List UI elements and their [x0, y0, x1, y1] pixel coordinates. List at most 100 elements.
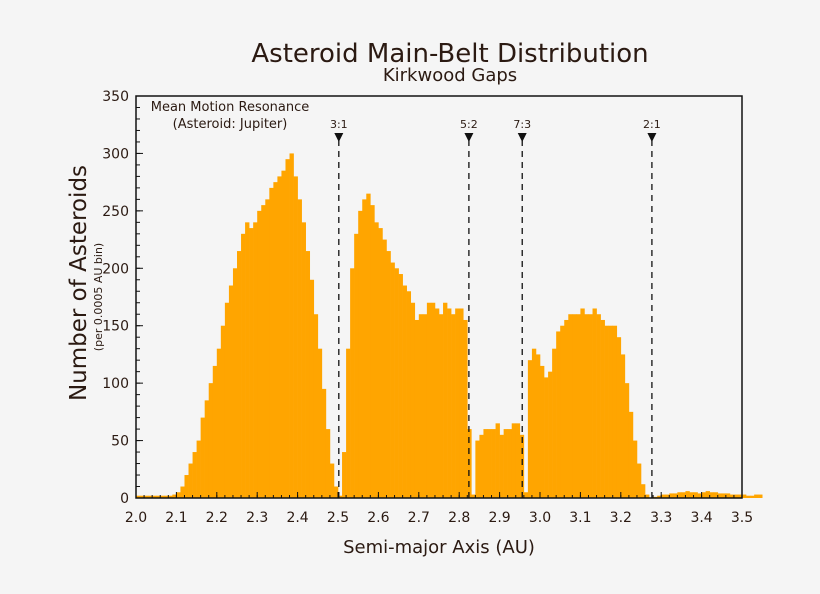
histogram-bar — [382, 239, 387, 499]
histogram-bar — [689, 492, 694, 498]
resonance-marker: 7:3 — [513, 118, 531, 498]
histogram-bar — [673, 493, 678, 498]
histogram-bar — [208, 383, 214, 498]
resonance-label: 5:2 — [460, 118, 478, 131]
histogram-bar — [608, 325, 614, 498]
histogram-bar — [620, 354, 626, 498]
histogram-bar — [544, 377, 549, 498]
histogram-bar — [301, 222, 306, 499]
histogram-bars — [136, 153, 763, 499]
histogram-bar — [398, 274, 403, 498]
histogram-bar — [305, 251, 311, 498]
histogram-bar — [414, 319, 420, 498]
histogram-bar — [390, 262, 395, 498]
triangle-down-icon — [464, 133, 474, 142]
histogram-bar — [241, 233, 246, 499]
histogram-bar — [160, 495, 165, 498]
histogram-bar — [552, 348, 557, 498]
histogram-bar — [180, 486, 185, 498]
histogram-bar — [475, 440, 480, 498]
histogram-bar — [669, 493, 674, 498]
histogram-bar — [709, 492, 715, 498]
histogram-bar — [309, 279, 315, 498]
histogram-bar — [265, 199, 270, 498]
histogram-bar — [321, 388, 327, 498]
histogram-bar — [560, 325, 565, 498]
x-tick-label: 2.4 — [286, 510, 308, 526]
histogram-bar — [342, 452, 347, 498]
x-tick-label: 2.6 — [367, 510, 389, 526]
histogram-bar — [685, 491, 690, 498]
resonance-marker: 2:1 — [643, 118, 661, 498]
histogram-bar — [556, 331, 561, 498]
x-tick-label: 3.0 — [529, 510, 551, 526]
histogram-bar — [681, 492, 686, 498]
y-axis-sublabel: (per 0.0005 AU bin) — [92, 243, 105, 351]
histogram-bar — [406, 291, 412, 498]
histogram-bar — [192, 452, 197, 498]
y-tick-label: 250 — [102, 204, 129, 220]
y-tick-label: 50 — [111, 434, 129, 450]
histogram-bar — [568, 314, 573, 498]
histogram-bar — [289, 153, 294, 498]
histogram-bar — [580, 308, 585, 498]
histogram-bar — [245, 222, 250, 499]
histogram-bar — [228, 285, 234, 498]
histogram-bar — [386, 251, 391, 498]
histogram-bar — [463, 319, 468, 498]
histogram-bar — [535, 354, 541, 498]
histogram-bar — [487, 429, 492, 498]
x-axis-label: Semi-major Axis (AU) — [343, 537, 535, 558]
x-tick-label: 2.1 — [165, 510, 187, 526]
histogram-bar — [697, 493, 702, 498]
histogram-bar — [152, 495, 157, 498]
histogram-bar — [758, 494, 763, 498]
x-tick-label: 2.8 — [448, 510, 470, 526]
axes: 2.0 2.1 2.2 2.3 2.4 2.5 2.6 2.7 2.8 2.9 3.0 3.1 3.2 3… — [102, 89, 753, 526]
histogram-bar — [362, 199, 367, 498]
histogram-bar — [374, 222, 379, 499]
histogram-bar — [410, 302, 416, 498]
resonance-label: 2:1 — [643, 118, 661, 131]
histogram-bar — [418, 314, 424, 498]
histogram-bar — [750, 495, 755, 498]
resonance-markers: 3:1 5:2 7:3 2:1 — [330, 118, 661, 498]
histogram-bar — [261, 205, 266, 498]
histogram-bar — [285, 159, 290, 498]
y-tick-label: 200 — [102, 261, 129, 277]
histogram-bar — [172, 494, 177, 498]
histogram-bar — [455, 308, 460, 498]
triangle-down-icon — [647, 133, 657, 142]
histogram-bar — [705, 491, 710, 498]
histogram-bar — [531, 348, 537, 498]
histogram-bar — [737, 494, 743, 498]
histogram-bar — [523, 492, 529, 498]
x-tick-label: 2.0 — [125, 510, 147, 526]
x-tick-label: 3.4 — [690, 510, 712, 526]
histogram-bar — [507, 429, 513, 498]
histogram-bar — [584, 314, 589, 498]
histogram-bar — [677, 492, 682, 498]
chart-subtitle: Kirkwood Gaps — [383, 65, 517, 86]
histogram-bar — [220, 325, 226, 498]
histogram-bar — [471, 494, 476, 498]
histogram-bar — [604, 325, 609, 498]
histogram-bar — [196, 440, 201, 498]
x-tick-label: 3.5 — [731, 510, 753, 526]
histogram-bar — [564, 319, 569, 498]
annotation-line-2: (Asteroid: Jupiter) — [173, 117, 288, 132]
histogram-bar — [297, 199, 302, 498]
chart-title: Asteroid Main-Belt Distribution — [251, 39, 648, 69]
histogram-bar — [439, 314, 444, 498]
histogram-bar — [148, 495, 153, 498]
histogram-bar — [224, 302, 230, 498]
histogram-bar — [447, 308, 452, 498]
histogram-bar — [253, 222, 258, 499]
histogram-bar — [645, 494, 650, 498]
annotation-line-1: Mean Motion Resonance — [151, 100, 310, 115]
y-tick-label: 0 — [120, 491, 129, 507]
histogram-bar — [499, 434, 504, 498]
plot-frame — [135, 95, 743, 499]
histogram-bar — [232, 268, 238, 498]
x-tick-label: 2.2 — [206, 510, 228, 526]
